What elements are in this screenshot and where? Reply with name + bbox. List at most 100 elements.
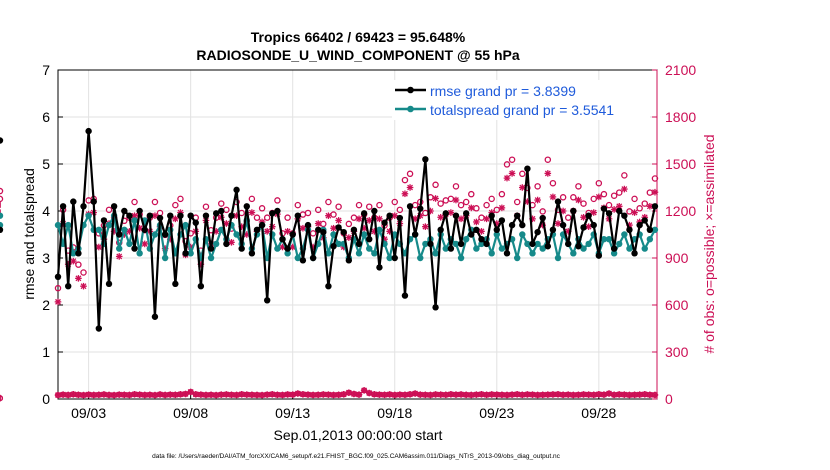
x-tick-label: 09/08 <box>173 405 208 421</box>
obs-possible-point <box>365 203 373 210</box>
y-tick-label-right: 900 <box>665 250 689 266</box>
totalspread-point <box>294 254 302 262</box>
chart-title-line2: RADIOSONDE_U_WIND_COMPONENT @ 55 hPa <box>196 47 519 63</box>
totalspread-point <box>519 231 526 238</box>
obs-possible-point <box>513 198 521 206</box>
rmse-point <box>422 156 429 163</box>
obs-assimilated-point <box>651 188 659 196</box>
obs-bottom-assim-point <box>355 391 363 398</box>
obs-possible-point <box>350 214 358 221</box>
obs-assimilated-point <box>391 212 399 219</box>
y-tick-label-right: 600 <box>665 297 689 313</box>
rmse-point <box>442 210 449 217</box>
obs-bottom-assim-point <box>100 391 108 398</box>
obs-possible-point <box>564 214 572 221</box>
rmse-point <box>223 240 230 248</box>
totalspread-point <box>121 226 128 233</box>
rmse-point <box>131 245 138 252</box>
rmse-point <box>340 228 347 236</box>
obs-assimilated-point <box>534 196 541 204</box>
totalspread-point <box>105 221 113 229</box>
y-tick-label-right: 0 <box>665 391 673 407</box>
rmse-point <box>529 240 536 248</box>
y-tick-label-right: 1200 <box>665 203 696 219</box>
totalspread-point <box>65 221 72 229</box>
rmse-point <box>121 207 128 215</box>
totalspread-point <box>626 245 633 252</box>
totalspread-point <box>610 250 618 257</box>
rmse-point <box>289 231 296 238</box>
obs-bottom-assim-point <box>131 391 138 398</box>
rmse-point <box>457 240 465 248</box>
rmse-point <box>80 203 87 210</box>
rmse-point <box>360 210 368 217</box>
totalspread-point <box>136 250 143 257</box>
obs-assimilated-point <box>284 228 291 235</box>
rmse-point <box>641 217 648 224</box>
rmse-point <box>524 165 531 172</box>
rmse-point <box>335 224 342 231</box>
rmse-point <box>274 207 281 215</box>
obs-assimilated-point <box>631 209 638 216</box>
y-tick-label-left: 2 <box>42 297 50 313</box>
obs-bottom-assim-point <box>85 391 92 398</box>
obs-bottom-assim-point <box>335 391 342 399</box>
obs-possible-point <box>105 206 113 214</box>
rmse-point <box>243 203 250 210</box>
obs-possible-point <box>575 183 582 190</box>
obs-possible-point <box>223 206 230 214</box>
obs-possible-point <box>468 190 475 198</box>
x-tick-label: 09/23 <box>479 405 514 421</box>
obs-possible-point <box>570 194 577 201</box>
totalspread-point <box>284 250 291 257</box>
rmse-point <box>279 236 286 243</box>
obs-bottom-assim-point <box>95 391 103 399</box>
obs-bottom-assim-point <box>376 391 383 398</box>
totalspread-point <box>182 221 189 229</box>
x-tick-label: 09/18 <box>377 405 412 421</box>
obs-possible-point <box>432 181 439 189</box>
obs-assimilated-point <box>503 174 511 182</box>
obs-possible-point <box>376 201 383 209</box>
obs-possible-point <box>631 195 638 203</box>
totalspread-point <box>478 240 485 248</box>
y-tick-label-right: 300 <box>665 344 689 360</box>
rmse-point <box>284 245 291 252</box>
obs-assimilated-point <box>299 224 307 232</box>
obs-assimilated-point <box>498 204 506 212</box>
rmse-point <box>325 283 332 290</box>
obs-possible-point <box>172 201 179 209</box>
obs-assimilated-point <box>508 170 516 177</box>
rmse-point <box>0 226 4 233</box>
obs-assimilated-point <box>172 215 179 223</box>
rmse-point <box>376 264 383 271</box>
rmse-point <box>595 252 603 259</box>
rmse-point <box>381 219 388 226</box>
rmse-point <box>0 137 4 144</box>
totalspread-point <box>554 254 562 262</box>
obs-bottom-assim-point <box>411 390 419 397</box>
obs-bottom-assim-point <box>381 391 388 399</box>
rmse-point <box>309 254 317 262</box>
rmse-point <box>65 283 72 290</box>
obs-assimilated-point <box>355 215 363 223</box>
rmse-point <box>75 250 82 257</box>
obs-assimilated-point <box>314 220 322 227</box>
rmse-point <box>549 226 557 233</box>
totalspread-point <box>116 245 123 252</box>
rmse-point <box>355 240 363 248</box>
rmse-point <box>427 240 434 248</box>
obs-possible-point <box>478 214 485 221</box>
obs-bottom-assim-point <box>146 391 154 399</box>
y-tick-label-right: 1800 <box>665 109 696 125</box>
totalspread-line <box>56 214 656 260</box>
rmse-point <box>417 205 424 212</box>
totalspread-point <box>651 226 659 233</box>
obs-possible-point <box>284 214 291 221</box>
y-tick-label-left: 1 <box>42 344 50 360</box>
rmse-point <box>192 219 199 226</box>
totalspread-point <box>442 245 449 252</box>
totalspread-point <box>376 226 383 233</box>
totalspread-point <box>641 245 648 252</box>
rmse-point <box>345 257 353 264</box>
